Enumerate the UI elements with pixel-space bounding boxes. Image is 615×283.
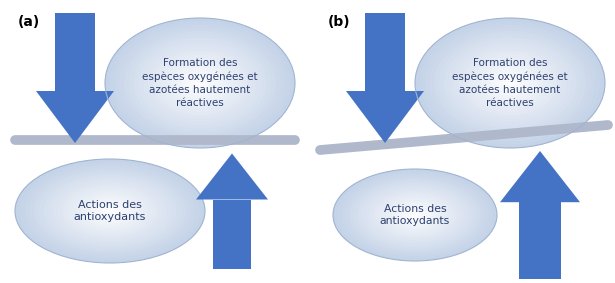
Ellipse shape (403, 208, 427, 222)
Ellipse shape (506, 80, 515, 86)
Text: Formation des
espèces oxygénées et
azotées hautement
réactives: Formation des espèces oxygénées et azoté… (142, 59, 258, 108)
Ellipse shape (407, 210, 423, 220)
Ellipse shape (63, 185, 157, 237)
Ellipse shape (415, 18, 605, 148)
Ellipse shape (124, 31, 276, 135)
Ellipse shape (394, 203, 435, 226)
Ellipse shape (153, 50, 247, 115)
Ellipse shape (354, 181, 477, 250)
Ellipse shape (486, 67, 534, 99)
Ellipse shape (399, 206, 431, 224)
Polygon shape (346, 91, 424, 143)
Ellipse shape (20, 162, 200, 260)
Ellipse shape (382, 197, 448, 233)
Ellipse shape (491, 70, 529, 96)
Ellipse shape (501, 76, 520, 89)
Ellipse shape (162, 57, 238, 109)
Ellipse shape (434, 31, 586, 135)
Polygon shape (196, 153, 268, 200)
Ellipse shape (15, 159, 205, 263)
Ellipse shape (172, 63, 229, 102)
Ellipse shape (53, 180, 167, 242)
Ellipse shape (177, 67, 224, 99)
Ellipse shape (34, 170, 186, 253)
Ellipse shape (443, 38, 576, 128)
Text: (a): (a) (18, 15, 40, 29)
Text: (b): (b) (328, 15, 351, 29)
Ellipse shape (186, 73, 214, 93)
Ellipse shape (30, 167, 191, 255)
Ellipse shape (58, 183, 162, 240)
Ellipse shape (477, 60, 543, 106)
Ellipse shape (370, 190, 460, 240)
Bar (519, 202, 561, 279)
Polygon shape (500, 151, 580, 202)
Ellipse shape (105, 18, 295, 148)
Ellipse shape (333, 169, 497, 261)
Bar (213, 200, 251, 269)
Ellipse shape (191, 76, 210, 89)
Text: Formation des
espèces oxygénées et
azotées hautement
réactives: Formation des espèces oxygénées et azoté… (452, 59, 568, 108)
Ellipse shape (86, 198, 133, 224)
Ellipse shape (100, 206, 119, 216)
Ellipse shape (482, 63, 539, 102)
Ellipse shape (77, 193, 143, 229)
Ellipse shape (453, 44, 567, 122)
Ellipse shape (349, 178, 480, 252)
Ellipse shape (378, 194, 452, 236)
Ellipse shape (67, 188, 153, 234)
Ellipse shape (472, 57, 548, 109)
Ellipse shape (195, 80, 205, 86)
Ellipse shape (337, 171, 493, 259)
Ellipse shape (129, 34, 271, 132)
Ellipse shape (420, 21, 600, 145)
Ellipse shape (374, 192, 456, 238)
Ellipse shape (119, 28, 281, 138)
Ellipse shape (48, 177, 172, 245)
Ellipse shape (96, 203, 124, 219)
Text: Actions des
antioxydants: Actions des antioxydants (74, 200, 146, 222)
Ellipse shape (496, 73, 524, 93)
Ellipse shape (467, 54, 553, 112)
Ellipse shape (181, 70, 219, 96)
Ellipse shape (357, 183, 472, 247)
Bar (55, 13, 95, 91)
Bar (365, 13, 405, 91)
Polygon shape (36, 91, 114, 143)
Ellipse shape (167, 60, 233, 106)
Ellipse shape (458, 47, 562, 119)
Ellipse shape (448, 41, 572, 125)
Ellipse shape (391, 201, 440, 229)
Ellipse shape (345, 176, 485, 254)
Ellipse shape (109, 21, 290, 145)
Ellipse shape (411, 213, 419, 217)
Ellipse shape (25, 164, 196, 258)
Ellipse shape (133, 38, 266, 128)
Ellipse shape (148, 47, 252, 119)
Ellipse shape (114, 25, 285, 142)
Ellipse shape (39, 172, 181, 250)
Ellipse shape (138, 41, 262, 125)
Ellipse shape (82, 195, 138, 227)
Ellipse shape (462, 50, 558, 115)
Ellipse shape (438, 34, 581, 132)
Text: Actions des
antioxydants: Actions des antioxydants (380, 203, 450, 226)
Ellipse shape (157, 54, 243, 112)
Ellipse shape (424, 25, 595, 142)
Ellipse shape (72, 190, 148, 232)
Ellipse shape (341, 173, 489, 256)
Ellipse shape (386, 199, 443, 231)
Ellipse shape (105, 208, 115, 214)
Ellipse shape (429, 28, 591, 138)
Ellipse shape (366, 187, 464, 243)
Ellipse shape (44, 175, 177, 247)
Ellipse shape (91, 201, 129, 221)
Ellipse shape (362, 185, 468, 245)
Ellipse shape (143, 44, 257, 122)
